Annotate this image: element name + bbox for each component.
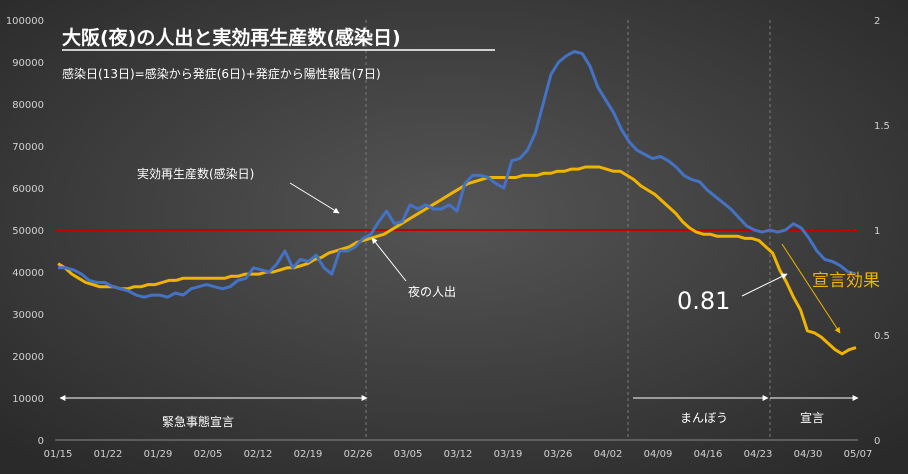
night-annotation-arrow <box>371 237 407 282</box>
y-right-tick-label: 0 <box>874 436 880 447</box>
value-callout: 0.81 <box>677 287 730 315</box>
x-tick-label: 03/05 <box>394 449 423 460</box>
y-right-tick-label: 1.5 <box>874 121 890 132</box>
y-left-tick-label: 0 <box>38 436 44 447</box>
x-tick-label: 05/07 <box>844 449 873 460</box>
y-left-tick-label: 90000 <box>12 58 44 69</box>
y-left-tick-label: 40000 <box>12 268 44 279</box>
x-tick-label: 02/12 <box>244 449 273 460</box>
chart-subtitle: 感染日(13日)=感染から発症(6日)+発症から陽性報告(7日) <box>62 66 381 81</box>
x-tick-label: 02/19 <box>294 449 323 460</box>
x-tick-label: 03/26 <box>544 449 573 460</box>
effect-annotation-arrow <box>781 243 841 334</box>
x-tick-label: 04/23 <box>744 449 773 460</box>
x-tick-label: 04/02 <box>594 449 623 460</box>
chart-title: 大阪(夜)の人出と実効再生産数(感染日) <box>62 26 401 49</box>
y-left-tick-label: 100000 <box>6 16 44 27</box>
x-tick-label: 04/16 <box>694 449 723 460</box>
period-manbou-label: まんぼう <box>680 411 728 425</box>
rt-annotation-arrow <box>289 182 340 214</box>
effect-annotation-label: 宣言効果 <box>812 271 880 291</box>
y-left-tick-label: 80000 <box>12 100 44 111</box>
y-left-tick-label: 10000 <box>12 394 44 405</box>
y-right-tick-label: 0.5 <box>874 331 890 342</box>
x-tick-label: 02/05 <box>194 449 223 460</box>
x-tick-label: 01/22 <box>94 449 123 460</box>
y-right-axis: 0 0.5 1 1.5 2 <box>874 16 890 447</box>
y-right-tick-label: 2 <box>874 16 880 27</box>
rt-annotation-label: 実効再生産数(感染日) <box>137 166 254 181</box>
x-tick-label: 03/19 <box>494 449 523 460</box>
period-declaration-label: 宣言 <box>800 410 824 425</box>
y-left-tick-label: 70000 <box>12 142 44 153</box>
y-right-tick-label: 1 <box>874 226 880 237</box>
night-annotation-label: 夜の人出 <box>408 284 456 299</box>
x-tick-label: 02/26 <box>344 449 373 460</box>
y-left-axis: 0 10000 20000 30000 40000 50000 60000 70000 8000… <box>6 16 44 447</box>
y-left-tick-label: 20000 <box>12 352 44 363</box>
y-left-tick-label: 30000 <box>12 310 44 321</box>
y-left-tick-label: 50000 <box>12 226 44 237</box>
x-tick-label: 04/30 <box>794 449 823 460</box>
series-rt-line <box>58 50 857 299</box>
series-night-crowd-line <box>57 165 857 356</box>
x-tick-label: 04/09 <box>644 449 673 460</box>
period-emergency-label: 緊急事態宣言 <box>162 414 234 429</box>
value-callout-arrow <box>741 273 788 297</box>
x-axis: 01/15 01/22 01/29 02/05 02/12 02/19 02/26 03/05… <box>44 449 873 460</box>
x-tick-label: 01/29 <box>144 449 173 460</box>
x-tick-label: 03/12 <box>444 449 473 460</box>
y-left-tick-label: 60000 <box>12 184 44 195</box>
x-tick-label: 01/15 <box>44 449 73 460</box>
